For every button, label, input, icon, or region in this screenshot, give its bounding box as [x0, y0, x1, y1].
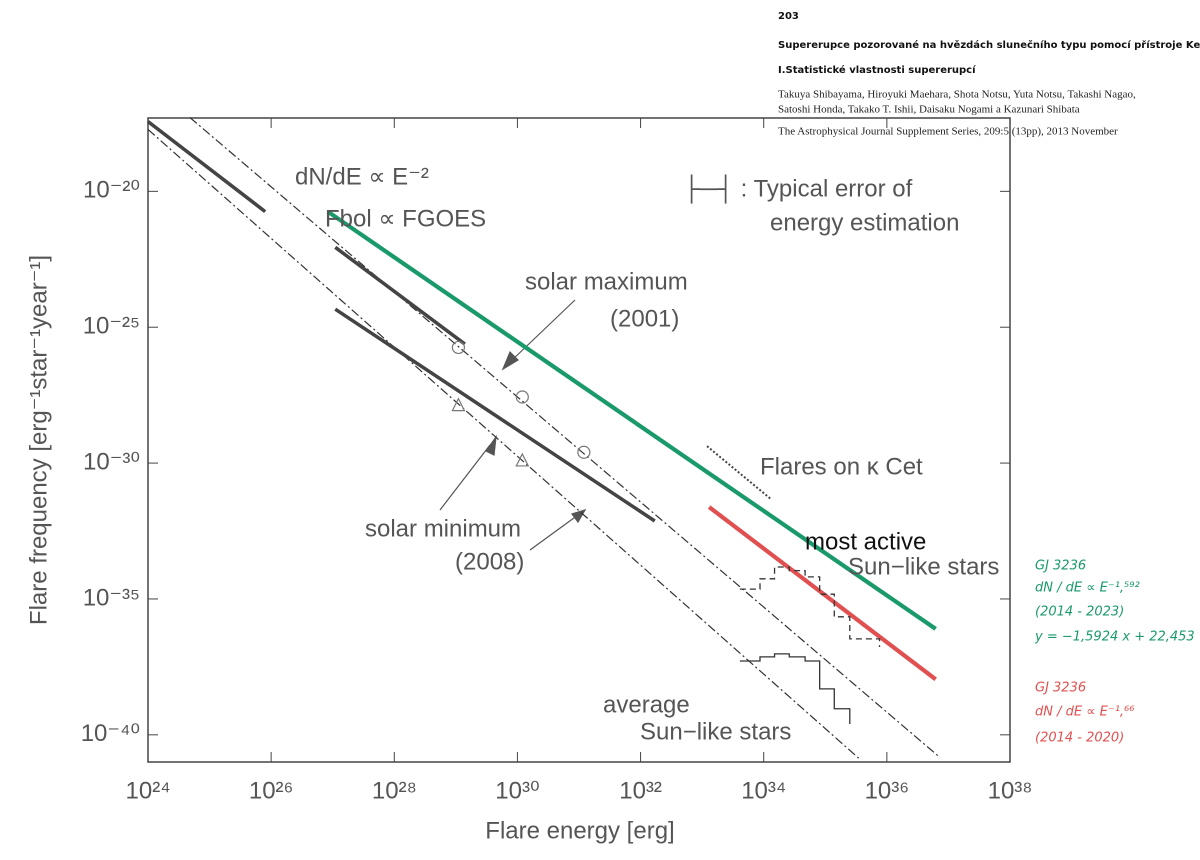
arrow: [439, 444, 491, 511]
y-tick-label: 10⁻³⁵: [83, 584, 140, 611]
annotation: Sun−like stars: [640, 718, 791, 745]
histogram: [739, 653, 851, 725]
marker: [577, 445, 591, 459]
x-tick-label: 10³²: [619, 777, 662, 804]
x-tick-label: 10³⁸: [988, 777, 1033, 804]
annotation: average: [603, 691, 690, 718]
line: [189, 117, 941, 758]
arrow: [509, 299, 576, 363]
plot-frame: [147, 117, 1011, 763]
y-axis-label: Flare frequency [erg⁻¹star⁻¹year⁻¹]: [25, 255, 52, 625]
page-number: 203: [778, 11, 799, 22]
line: [334, 245, 466, 346]
y-tick-label: 10⁻³⁰: [83, 448, 140, 475]
x-tick-label: 10²⁸: [372, 777, 417, 804]
histogram: [739, 566, 881, 648]
arrow-head: [501, 350, 519, 371]
line: [147, 128, 860, 760]
note: GJ 3236: [1035, 681, 1086, 696]
note: (2014 - 2020): [1035, 731, 1124, 746]
marker: [451, 340, 466, 355]
header-subtitle: I.Statistické vlastnosti supererupcí: [778, 64, 976, 76]
annotation: energy estimation: [770, 209, 959, 236]
x-tick-label: 10²⁶: [249, 777, 294, 804]
authors: Satoshi Honda, Takako T. Ishii, Daisaku …: [778, 104, 1080, 116]
arrow-head: [485, 434, 497, 456]
line: [706, 445, 772, 500]
annotation: Flares on κ Cet: [760, 453, 923, 480]
line: [146, 120, 267, 213]
line: [326, 209, 937, 631]
x-tick-label: 10³⁴: [741, 777, 786, 804]
marker: [515, 452, 530, 467]
note: y = −1,5924 x + 22,453: [1034, 630, 1195, 645]
annotation: most active: [805, 528, 926, 555]
note: GJ 3236: [1035, 559, 1086, 574]
arrow: [529, 514, 579, 551]
marker: [451, 397, 466, 412]
x-tick-label: 10²⁴: [126, 777, 171, 804]
y-tick-label: 10⁻²⁰: [83, 177, 140, 204]
y-tick-label: 10⁻²⁵: [83, 313, 140, 340]
annotation: dN/dE ∝ E⁻²: [295, 163, 429, 190]
x-tick-label: 10³⁰: [495, 777, 539, 804]
annotation: Sun−like stars: [848, 553, 999, 580]
annotation: solar minimum: [365, 515, 521, 542]
note: dN / dE ∝ E⁻¹,⁶⁶: [1035, 705, 1134, 720]
arrows: [439, 299, 587, 551]
annotation: (2008): [455, 548, 524, 575]
x-axis-label: Flare energy [erg]: [485, 817, 674, 844]
y-tick-label: 10⁻⁴⁰: [81, 720, 140, 747]
header-title: Supererupce pozorované na hvězdách slune…: [778, 39, 1200, 51]
note: dN / dE ∝ E⁻¹,⁵⁹²: [1035, 581, 1140, 596]
annotation: Fbol ∝ FGOES: [325, 205, 486, 232]
marker: [515, 390, 529, 404]
line: [707, 505, 937, 682]
annotation: ├─┤ : Typical error of: [683, 174, 913, 204]
arrow-head: [571, 508, 587, 524]
journal: The Astrophysical Journal Supplement Ser…: [778, 126, 1118, 138]
note: (2014 - 2023): [1035, 605, 1124, 620]
authors: Takuya Shibayama, Hiroyuki Maehara, Shot…: [778, 89, 1136, 101]
annotation: (2001): [610, 305, 679, 332]
line: [334, 307, 656, 523]
x-tick-label: 10³⁶: [865, 777, 910, 804]
annotation: solar maximum: [525, 268, 688, 295]
